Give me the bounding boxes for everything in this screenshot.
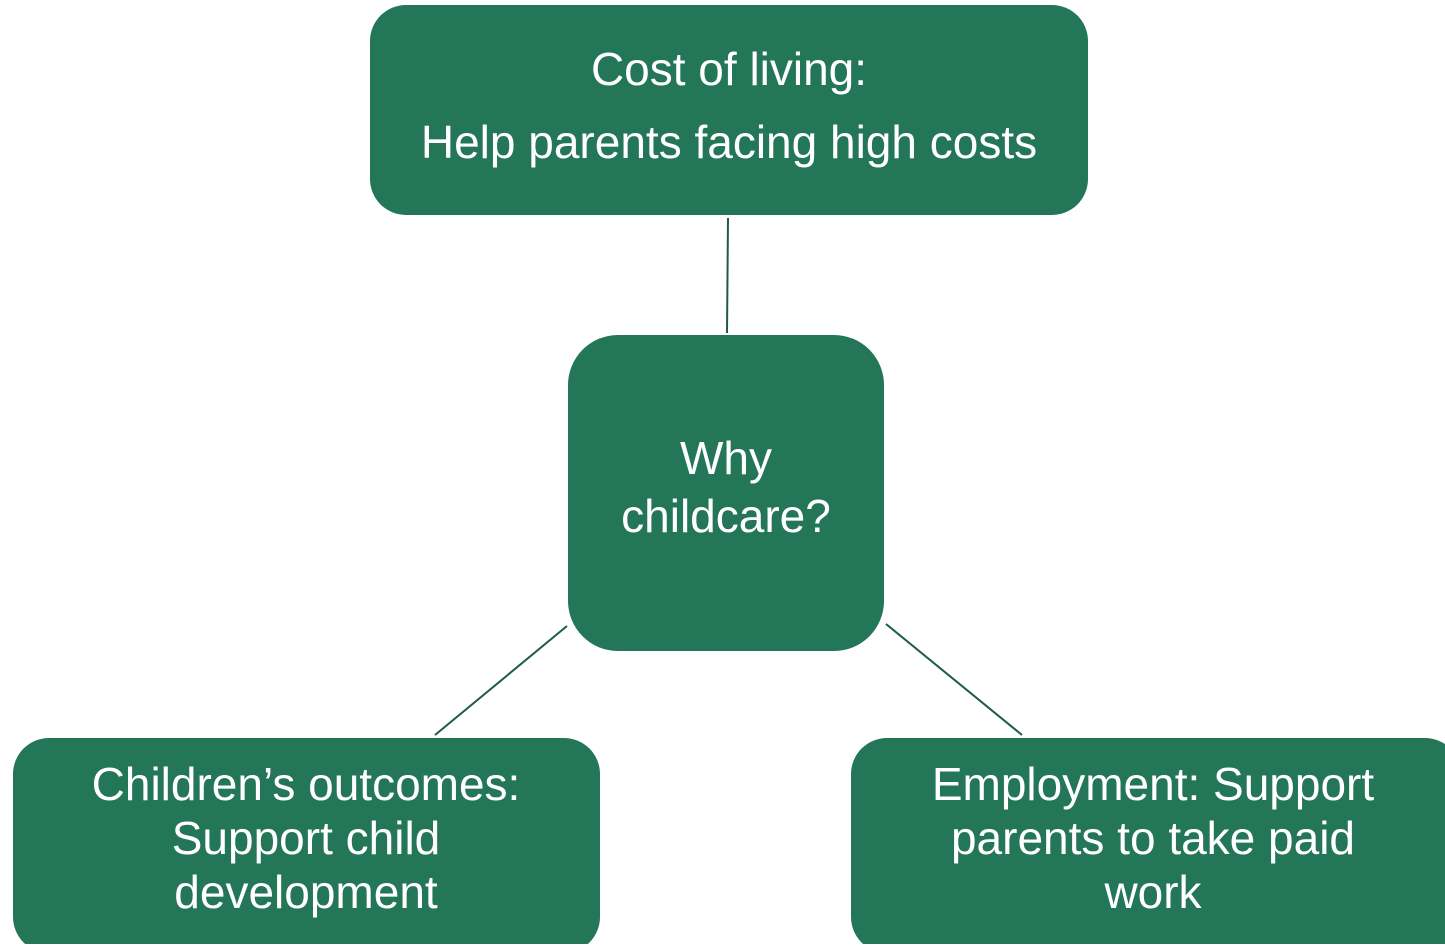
node-label: parents to take paid <box>951 812 1355 864</box>
node-label: Employment: Support <box>932 758 1375 810</box>
node-box <box>568 335 884 651</box>
node-box <box>13 738 600 949</box>
connector <box>434 625 568 736</box>
connector <box>885 623 1023 736</box>
node-label: work <box>1103 866 1202 918</box>
connector <box>726 217 729 334</box>
node-label: Support child <box>172 812 441 864</box>
node-box <box>851 738 1445 949</box>
node-label: childcare? <box>621 490 831 542</box>
node-label: Why <box>680 432 772 484</box>
node-label: Help parents facing high costs <box>421 116 1037 168</box>
node-label: development <box>174 866 438 918</box>
node-box <box>370 5 1088 215</box>
node-label: Cost of living: <box>591 43 867 95</box>
node-label: Children’s outcomes: <box>92 758 521 810</box>
